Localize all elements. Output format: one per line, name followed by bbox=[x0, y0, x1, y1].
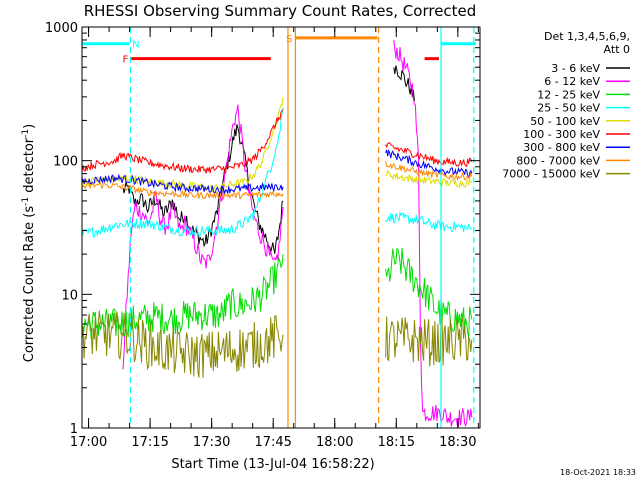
y-axis-label: Corrected Count Rate (s-1 detector-1) bbox=[21, 124, 37, 362]
series-line bbox=[81, 310, 284, 379]
x-tick-label: 17:00 bbox=[70, 435, 107, 450]
series-line bbox=[81, 181, 284, 200]
series-line bbox=[81, 254, 284, 340]
series-line bbox=[81, 107, 284, 238]
x-tick-label: 18:30 bbox=[439, 435, 476, 450]
legend-entry-label: 100 - 300 keV bbox=[523, 128, 600, 141]
x-tick-label: 17:15 bbox=[131, 435, 168, 450]
plot-frame bbox=[81, 26, 481, 429]
vertical-lines-layer bbox=[129, 27, 475, 428]
series-line bbox=[385, 210, 473, 233]
series-100-300-kev bbox=[81, 109, 473, 174]
series-300-800-kev bbox=[81, 149, 473, 196]
series-line bbox=[393, 40, 473, 427]
footer-date: 18-Oct-2021 18:33 bbox=[560, 468, 636, 477]
axes-layer: 1 10 100 1000 17:00 17:15 17:30 17:45 18:00 18:15… bbox=[45, 21, 481, 450]
legend-entry-label: 800 - 7000 keV bbox=[516, 154, 600, 167]
series-line bbox=[81, 173, 284, 196]
series-line bbox=[393, 65, 415, 101]
flag-label: F bbox=[122, 55, 128, 66]
flags-layer: NF S bbox=[82, 34, 476, 66]
series-line bbox=[122, 104, 284, 370]
y-tick-label: 100 bbox=[53, 155, 78, 170]
series-line bbox=[385, 141, 473, 168]
series-layer bbox=[81, 40, 473, 427]
flag-label: S bbox=[286, 34, 292, 45]
series-25-50-kev bbox=[81, 107, 473, 238]
series-line bbox=[385, 248, 473, 339]
x-axis-label: Start Time (13-Jul-04 16:58:22) bbox=[171, 457, 374, 472]
legend-entry-label: 3 - 6 keV bbox=[551, 62, 600, 75]
legend-entry-label: 300 - 800 keV bbox=[523, 141, 600, 154]
x-tick-label: 17:30 bbox=[193, 435, 230, 450]
legend-entry-label: 12 - 25 keV bbox=[537, 88, 600, 101]
series-line bbox=[385, 149, 473, 178]
legend-header-detectors: Det 1,3,4,5,6,9, bbox=[544, 30, 630, 43]
series-line bbox=[385, 316, 473, 367]
legend-entry-label: 6 - 12 keV bbox=[544, 75, 600, 88]
x-tick-label: 18:00 bbox=[316, 435, 353, 450]
x-tick-label: 17:45 bbox=[254, 435, 291, 450]
series-800-7000-kev bbox=[81, 160, 473, 200]
series-line bbox=[81, 96, 284, 193]
legend-entry-label: 25 - 50 keV bbox=[537, 102, 600, 115]
legend-header-attenuator: Att 0 bbox=[604, 43, 630, 56]
chart-title: RHESSI Observing Summary Count Rates, Co… bbox=[84, 2, 477, 20]
series-12-25-kev bbox=[81, 248, 473, 340]
legend-entry-label: 50 - 100 keV bbox=[530, 115, 600, 128]
series-line bbox=[122, 124, 284, 254]
y-tick-label: 1 bbox=[70, 422, 78, 437]
legend-entry-label: 7000 - 15000 keV bbox=[502, 168, 600, 181]
series-line bbox=[385, 160, 473, 182]
flag-label: N bbox=[132, 40, 139, 51]
y-tick-label: 10 bbox=[61, 288, 78, 303]
series-line bbox=[81, 109, 284, 174]
series-line bbox=[385, 168, 473, 188]
x-tick-label: 18:15 bbox=[378, 435, 415, 450]
series-7000-15000-kev bbox=[81, 310, 473, 379]
y-tick-label: 1000 bbox=[45, 21, 78, 36]
